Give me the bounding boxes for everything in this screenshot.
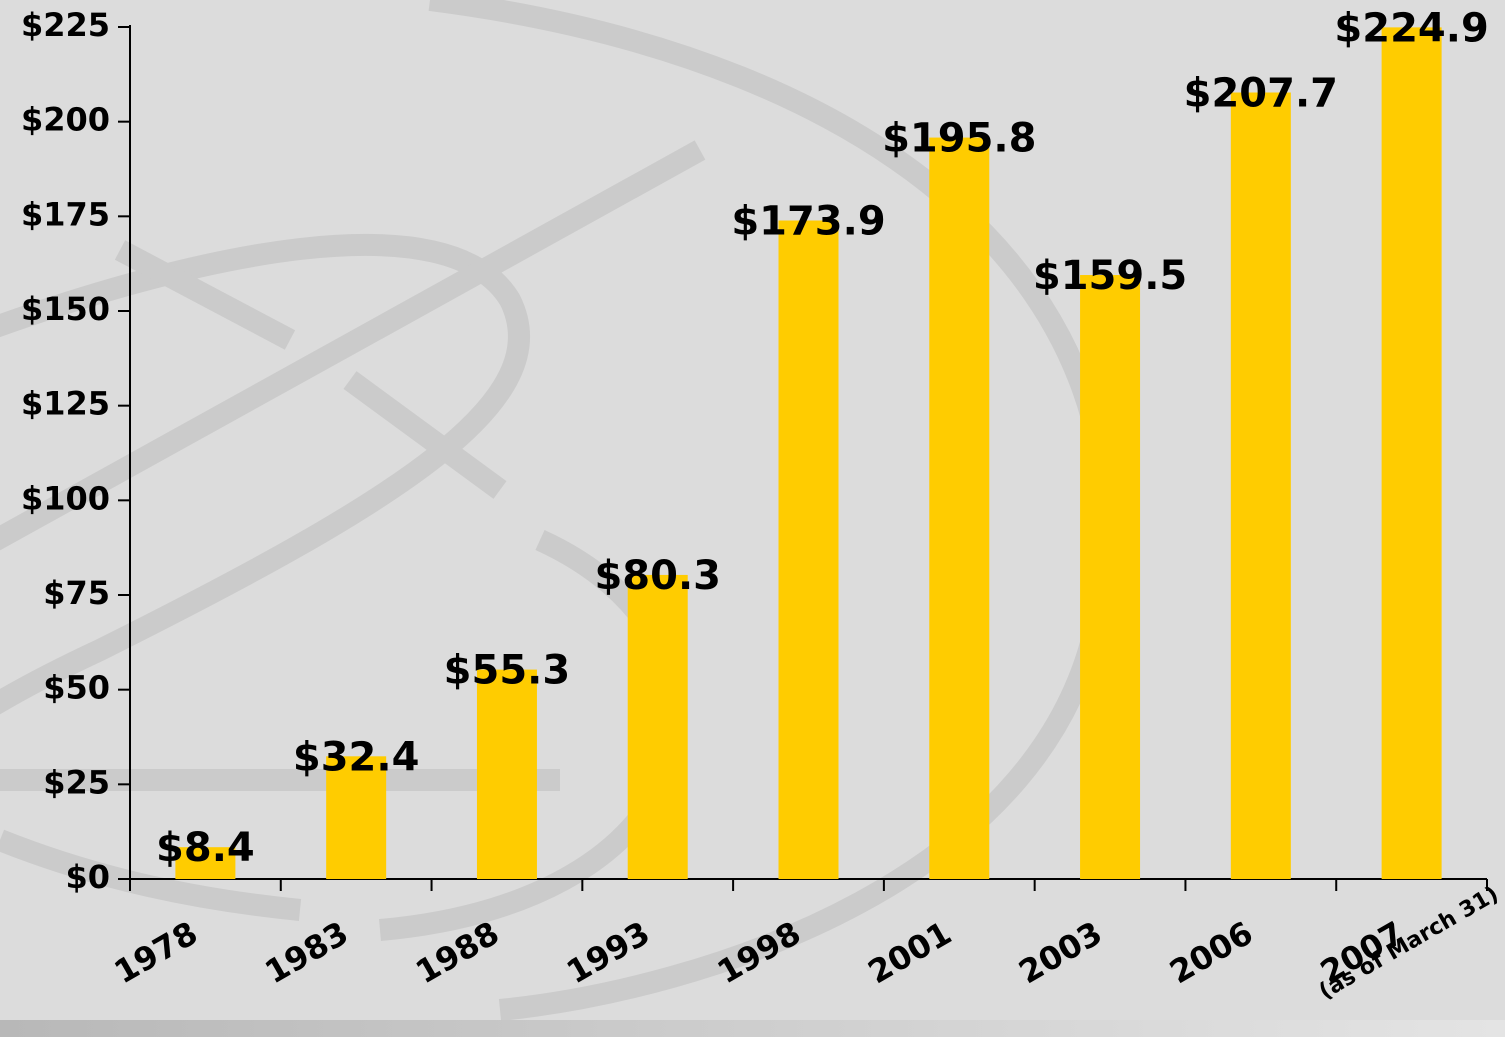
y-tick-label: $175 <box>21 195 110 233</box>
bar <box>477 670 537 879</box>
value-label: $8.4 <box>156 825 255 871</box>
bar <box>1231 93 1291 879</box>
value-label: $159.5 <box>1033 253 1187 299</box>
y-tick-label: $75 <box>43 574 110 612</box>
y-tick-label: $225 <box>21 6 110 44</box>
value-label: $207.7 <box>1184 71 1338 117</box>
y-tick-label: $50 <box>43 669 110 707</box>
bar <box>929 138 989 879</box>
value-label: $224.9 <box>1334 5 1488 51</box>
chart: $0$25$50$75$100$125$150$175$200$225$8.41… <box>0 0 1505 1037</box>
value-label: $55.3 <box>444 648 571 694</box>
y-tick-label: $125 <box>21 385 110 423</box>
bar <box>779 220 839 879</box>
bar <box>1080 275 1140 879</box>
y-tick-label: $150 <box>21 290 110 328</box>
value-label: $195.8 <box>882 116 1036 162</box>
value-label: $32.4 <box>293 734 420 780</box>
value-label: $173.9 <box>731 198 885 244</box>
y-tick-label: $0 <box>65 858 110 896</box>
value-label: $80.3 <box>594 553 721 599</box>
bar <box>1382 27 1442 879</box>
bottom-strip <box>0 1020 1505 1037</box>
y-tick-label: $25 <box>43 763 110 801</box>
y-tick-label: $200 <box>21 101 110 139</box>
y-tick-label: $100 <box>21 479 110 517</box>
bar <box>628 575 688 879</box>
